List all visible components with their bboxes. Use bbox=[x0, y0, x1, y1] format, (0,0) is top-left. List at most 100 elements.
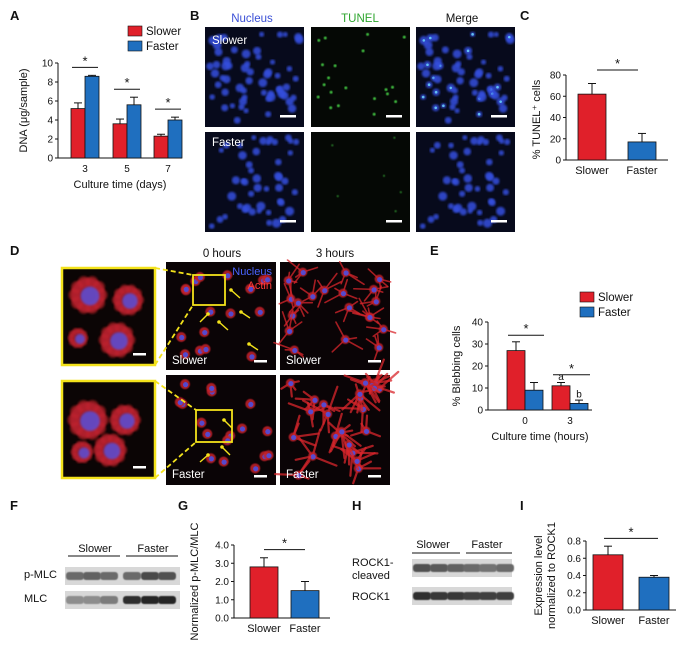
b-nucleus bbox=[222, 213, 228, 220]
d-cell-nucleus bbox=[179, 334, 185, 341]
f-band bbox=[66, 596, 84, 604]
a-ytick-label: 0 bbox=[47, 154, 53, 165]
b-nucleus bbox=[502, 189, 509, 196]
b-nucleus bbox=[233, 116, 241, 124]
e-annotation-b: b bbox=[576, 389, 582, 400]
panel-letter-g: G bbox=[178, 498, 188, 513]
panel-letter-c: C bbox=[520, 8, 530, 23]
b-tunel-signal bbox=[320, 63, 324, 67]
d-cell-nucleus bbox=[325, 411, 331, 417]
b-merge-signal bbox=[507, 35, 511, 39]
i-y-axis-title-line2: normalized to ROCK1 bbox=[546, 522, 558, 629]
b-nucleus bbox=[293, 138, 300, 145]
b-scale-bar bbox=[386, 220, 402, 223]
b-nucleus bbox=[486, 158, 493, 166]
f-group-slower: Slower bbox=[78, 543, 112, 555]
b-nucleus bbox=[467, 208, 473, 214]
panel-h-western-blot bbox=[412, 552, 514, 605]
b-nucleus bbox=[493, 31, 499, 38]
a-ytick-label: 8 bbox=[47, 78, 53, 89]
b-nucleus bbox=[477, 219, 484, 226]
a-sig-marker: * bbox=[124, 75, 129, 90]
a-ytick-label: 4 bbox=[47, 116, 53, 127]
b-nucleus bbox=[284, 134, 292, 142]
d-arrow-head bbox=[239, 310, 243, 314]
b-nucleus bbox=[480, 59, 487, 65]
b-nucleus bbox=[459, 190, 466, 197]
g-ytick-label: 3.0 bbox=[215, 559, 229, 570]
d-cell-nucleus bbox=[122, 293, 138, 309]
d-cell-nucleus bbox=[75, 334, 85, 344]
e-bar bbox=[569, 402, 589, 411]
a-ytick-label: 10 bbox=[42, 59, 54, 70]
chart-c: 0 20 40 60 80 Slower Faster * % TUNEL⁺ cells bbox=[531, 56, 668, 177]
b-nucleus bbox=[442, 176, 451, 185]
b-nucleus bbox=[469, 78, 479, 88]
b-nucleus bbox=[471, 89, 478, 96]
d-cell-nucleus bbox=[249, 354, 255, 360]
d-arrow-head bbox=[222, 418, 226, 422]
f-band-mlc: MLC bbox=[24, 593, 47, 605]
e-ytick-label: 10 bbox=[472, 384, 484, 395]
h-band-rock1-cleaved-line1: ROCK1- bbox=[352, 557, 394, 569]
a-sig-marker: * bbox=[82, 53, 87, 68]
b-nucleus bbox=[438, 191, 448, 201]
b-tunel-signal bbox=[394, 210, 397, 213]
b-merge-signal bbox=[422, 39, 426, 42]
b-merge-signal bbox=[496, 85, 499, 89]
g-xtick-label: Slower bbox=[247, 623, 281, 635]
b-nucleus bbox=[498, 104, 508, 113]
d-cell-nucleus bbox=[292, 347, 298, 354]
b-nucleus bbox=[208, 223, 215, 229]
b-nucleus bbox=[252, 147, 261, 156]
g-ytick-label: 2.0 bbox=[215, 577, 229, 588]
b-nucleus bbox=[266, 219, 273, 226]
h-band bbox=[447, 564, 465, 572]
d-cell-nucleus bbox=[203, 346, 209, 353]
d-cell-nucleus bbox=[202, 329, 208, 336]
d-cell-nucleus bbox=[183, 286, 189, 292]
b-tile-bg bbox=[311, 27, 410, 127]
b-nucleus bbox=[482, 218, 493, 228]
b-tunel-signal bbox=[331, 144, 334, 147]
d-cell-nucleus bbox=[291, 434, 297, 441]
b-tunel-signal bbox=[323, 36, 327, 40]
h-band bbox=[479, 592, 497, 600]
a-legend-swatch bbox=[127, 25, 143, 37]
h-band bbox=[413, 592, 431, 600]
d-arrow-head bbox=[220, 445, 224, 449]
h-band bbox=[463, 592, 481, 600]
panel-f-western-blot bbox=[65, 555, 180, 609]
b-nucleus bbox=[263, 186, 270, 192]
b-nucleus bbox=[269, 59, 276, 65]
d-cell-nucleus bbox=[103, 442, 121, 460]
d-header-3h: 3 hours bbox=[316, 248, 355, 260]
b-nucleus bbox=[433, 75, 442, 84]
b-nucleus bbox=[498, 150, 505, 156]
d-cell-nucleus bbox=[367, 314, 373, 321]
b-nucleus bbox=[222, 75, 231, 84]
b-tunel-signal bbox=[399, 191, 403, 194]
b-nucleus bbox=[464, 183, 473, 192]
d-cell-nucleus bbox=[177, 399, 183, 406]
d-cell-nucleus bbox=[253, 466, 259, 472]
b-nucleus bbox=[487, 31, 495, 38]
b-nucleus bbox=[448, 142, 454, 149]
g-ytick-label: 4.0 bbox=[215, 541, 229, 552]
c-ytick-label: 40 bbox=[550, 113, 562, 124]
i-xtick-label: Faster bbox=[638, 615, 670, 627]
a-bar bbox=[84, 75, 100, 159]
b-tunel-signal bbox=[394, 100, 398, 104]
b-nucleus bbox=[466, 53, 473, 60]
e-bar bbox=[506, 350, 526, 411]
d-cell-nucleus bbox=[248, 286, 254, 292]
d-cell-nucleus bbox=[286, 278, 292, 284]
d-cell-nucleus bbox=[339, 429, 345, 435]
b-tunel-signal bbox=[336, 194, 339, 198]
b-nucleus bbox=[241, 94, 248, 101]
d-cell-nucleus bbox=[205, 431, 211, 437]
d-arrow-shaft bbox=[223, 419, 233, 429]
panel-b-micrographs bbox=[205, 27, 515, 232]
b-nucleus bbox=[238, 151, 247, 160]
